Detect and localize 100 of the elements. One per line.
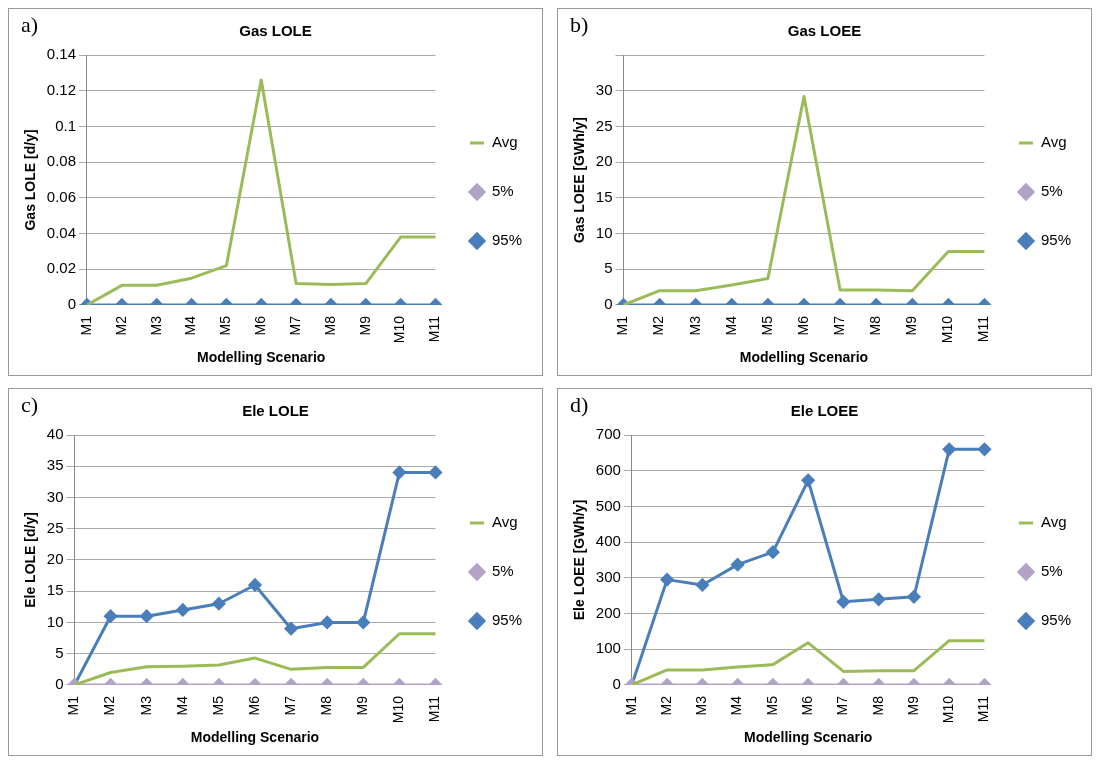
legend-label: 5% (491, 562, 514, 580)
text: d) (570, 391, 589, 417)
x-tick-label: M11 (975, 315, 992, 343)
y-tick-label: 0.06 (46, 187, 76, 205)
y-tick-label: 0.04 (46, 223, 76, 241)
y-tick-label: 600 (595, 460, 621, 478)
x-tick-label: M7 (286, 315, 303, 336)
y-tick-label: 30 (46, 487, 64, 505)
x-tick-label: M10 (939, 315, 956, 344)
y-tick-label: 5 (55, 643, 64, 661)
y-tick-label: 35 (46, 456, 64, 474)
y-tick-label: 30 (595, 80, 613, 98)
x-tick-label: M7 (281, 695, 298, 716)
legend-label: 95% (491, 611, 523, 629)
x-tick-label: M5 (758, 315, 775, 336)
x-tick-label: M6 (799, 695, 816, 716)
legend-label: 95% (1040, 611, 1072, 629)
y-tick-label: 0.08 (46, 152, 76, 170)
y-tick-label: 10 (46, 612, 64, 630)
y-tick-label: 0.12 (46, 80, 76, 98)
x-tick-label: M11 (426, 695, 443, 723)
x-tick-label: M7 (834, 695, 851, 716)
x-tick-label: M3 (686, 315, 703, 336)
text: b) (570, 11, 589, 37)
x-tick-label: M1 (622, 695, 639, 716)
x-tick-label: M1 (65, 695, 82, 716)
y-tick-label: 15 (595, 187, 613, 205)
y-axis-title: Ele LOLE [d/y] (22, 512, 39, 608)
y-tick-label: 0.02 (46, 259, 76, 277)
x-tick-label: M6 (252, 315, 269, 336)
x-axis-title: Modelling Scenario (739, 349, 869, 366)
text: c) (21, 391, 39, 417)
legend-label: 95% (491, 231, 523, 249)
y-tick-label: 15 (46, 581, 64, 599)
x-tick-label: M4 (173, 695, 190, 716)
y-axis-title: Ele LOEE [GWh/y] (571, 499, 588, 621)
x-tick-label: M2 (101, 695, 118, 716)
x-tick-label: M11 (426, 315, 443, 343)
y-tick-label: 500 (595, 496, 621, 514)
y-tick-label: 40 (46, 425, 64, 443)
chart-title: Ele LOLE (242, 402, 309, 420)
legend-label: 95% (1040, 231, 1072, 249)
x-tick-label: M2 (650, 315, 667, 336)
x-tick-label: M3 (693, 695, 710, 716)
x-tick-label: M5 (217, 315, 234, 336)
y-tick-label: 400 (595, 532, 621, 550)
x-tick-label: M2 (657, 695, 674, 716)
legend-label: 5% (491, 182, 514, 200)
chart-title: Gas LOEE (787, 22, 862, 40)
x-tick-label: M6 (794, 315, 811, 336)
legend-label: Avg (491, 133, 518, 151)
y-tick-label: 20 (595, 152, 613, 170)
y-tick-label: 0 (612, 675, 621, 693)
x-tick-label: M9 (904, 695, 921, 716)
x-tick-label: M1 (77, 315, 94, 336)
x-tick-label: M4 (728, 695, 745, 716)
chart-title: Ele LOEE (790, 402, 859, 420)
y-tick-label: 0 (604, 295, 613, 313)
x-tick-label: M4 (182, 315, 199, 336)
x-tick-label: M7 (830, 315, 847, 336)
y-tick-label: 300 (595, 567, 621, 585)
y-tick-label: 700 (595, 425, 621, 443)
legend-label: Avg (1040, 133, 1067, 151)
x-axis-title: Modelling Scenario (190, 729, 320, 746)
x-tick-label: M5 (209, 695, 226, 716)
x-tick-label: M3 (137, 695, 154, 716)
y-tick-label: 25 (595, 116, 613, 134)
x-tick-label: M11 (975, 695, 992, 723)
chart-title: Gas LOLE (239, 22, 312, 40)
x-tick-label: M6 (245, 695, 262, 716)
legend-label: Avg (1040, 513, 1067, 531)
y-tick-label: 0.1 (55, 116, 76, 134)
y-axis-title: Gas LOEE [GWh/y] (571, 116, 588, 243)
y-axis-title: Gas LOLE [d/y] (22, 129, 39, 231)
legend-label: 5% (1040, 562, 1063, 580)
text: a) (21, 11, 39, 37)
x-tick-label: M3 (147, 315, 164, 336)
legend-label: 5% (1040, 182, 1063, 200)
y-tick-label: 20 (46, 550, 64, 568)
x-axis-title: Modelling Scenario (197, 349, 326, 366)
x-tick-label: M8 (318, 695, 335, 716)
x-tick-label: M10 (391, 315, 408, 344)
y-tick-label: 5 (604, 259, 613, 277)
x-tick-label: M5 (763, 695, 780, 716)
x-tick-label: M9 (356, 315, 373, 336)
x-tick-label: M2 (112, 315, 129, 336)
x-tick-label: M10 (940, 695, 957, 724)
y-tick-label: 10 (595, 223, 613, 241)
x-tick-label: M8 (869, 695, 886, 716)
x-axis-title: Modelling Scenario (743, 729, 873, 746)
legend-label: Avg (491, 513, 518, 531)
x-tick-label: M9 (354, 695, 371, 716)
y-tick-label: 0 (55, 675, 64, 693)
x-tick-label: M9 (903, 315, 920, 336)
y-tick-label: 0.14 (46, 45, 76, 63)
x-tick-label: M8 (321, 315, 338, 336)
y-tick-label: 25 (46, 518, 64, 536)
x-tick-label: M4 (722, 315, 739, 336)
x-tick-label: M1 (614, 315, 631, 336)
x-tick-label: M8 (867, 315, 884, 336)
